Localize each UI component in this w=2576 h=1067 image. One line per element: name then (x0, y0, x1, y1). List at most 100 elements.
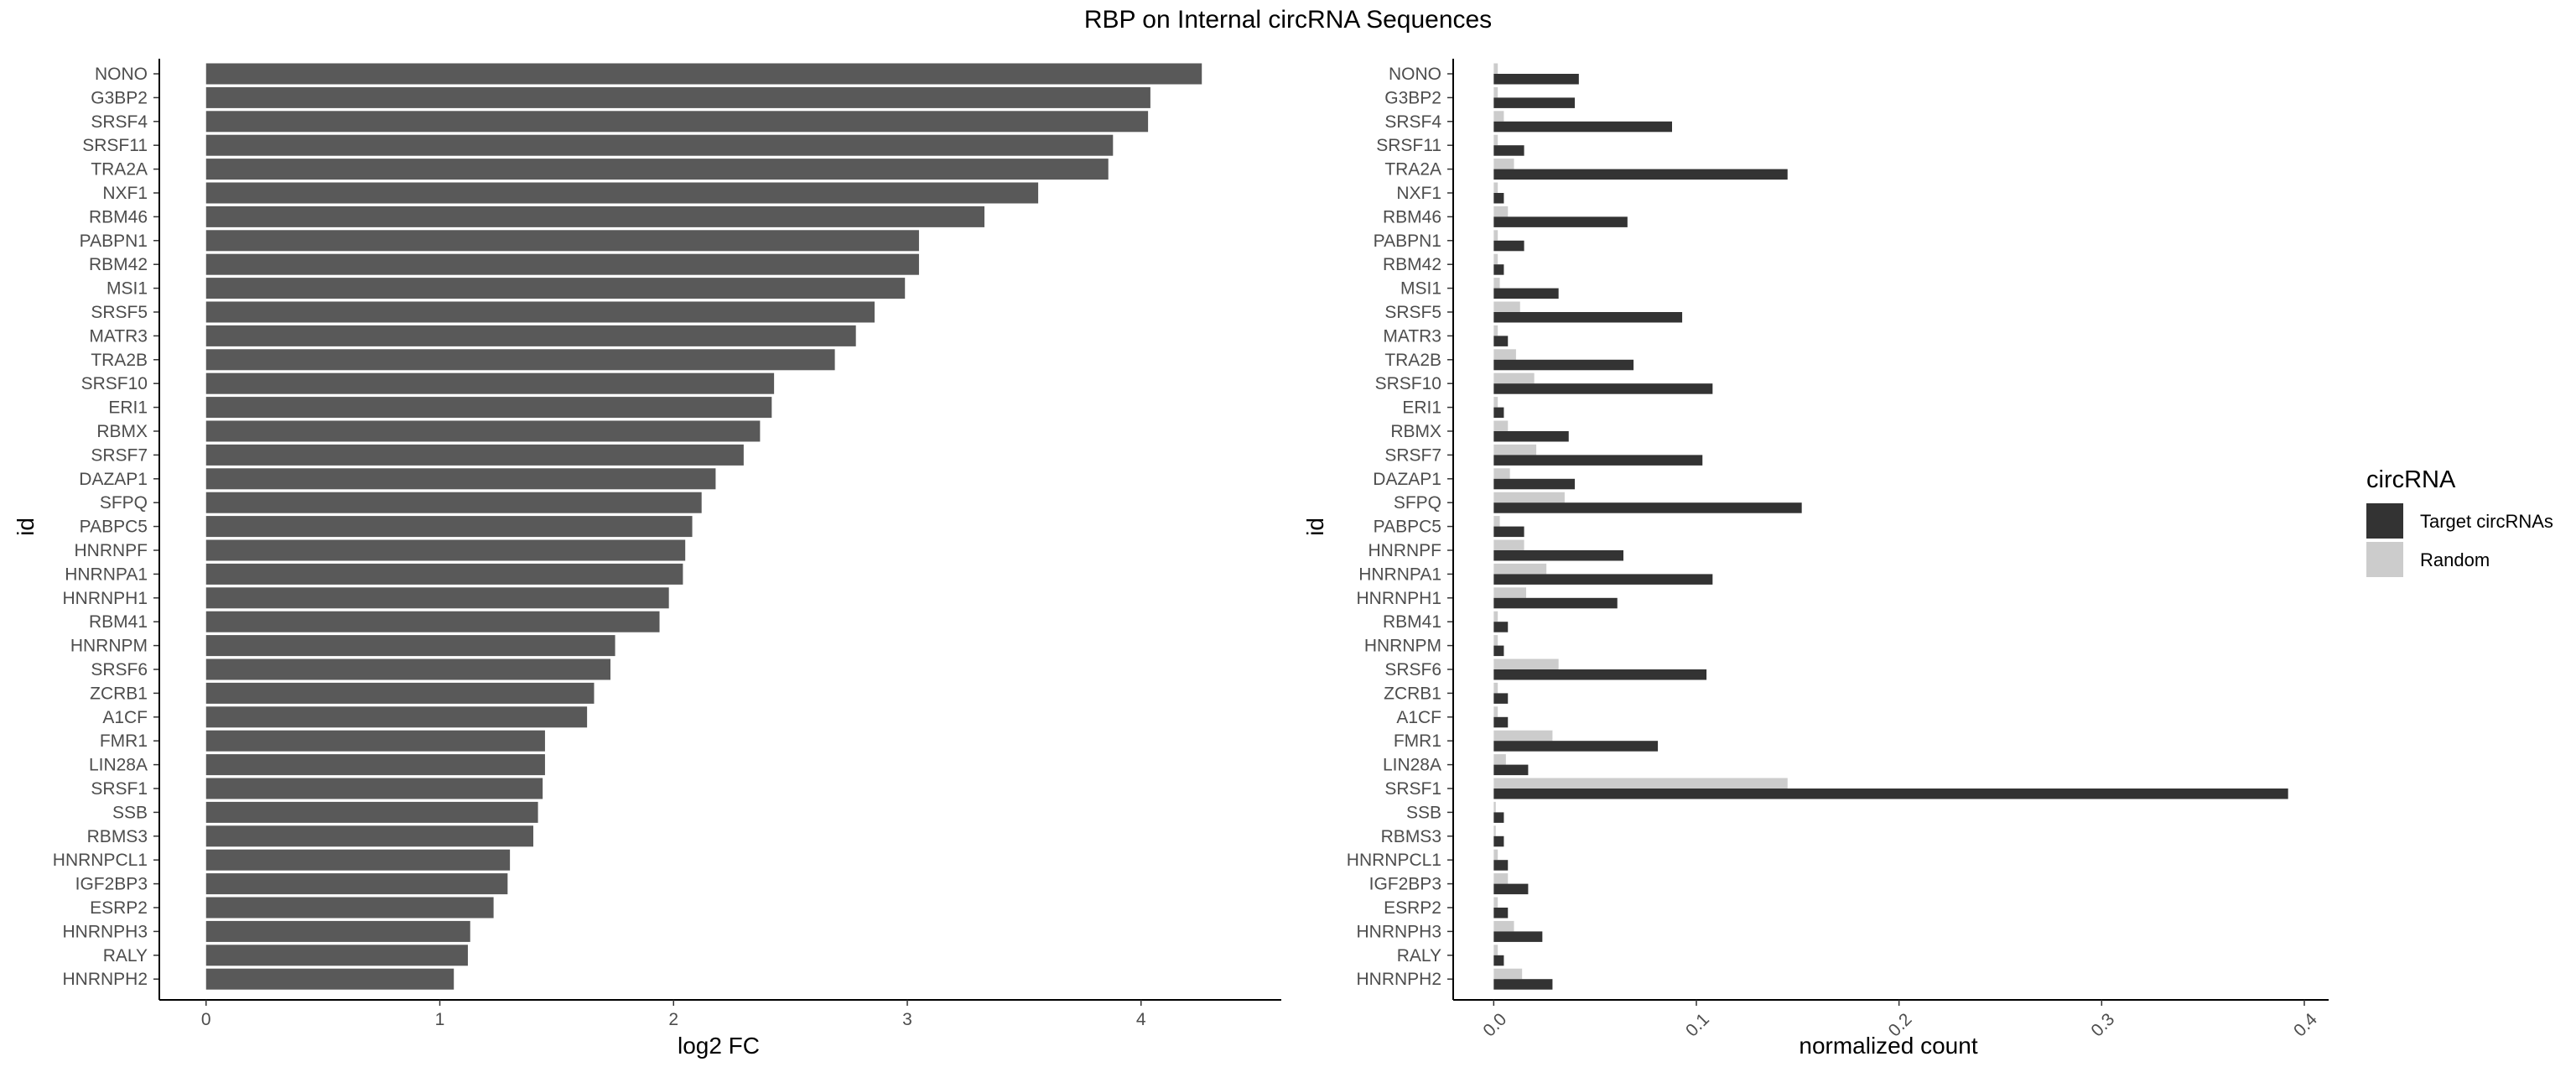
bar-random-TRA2B (1493, 349, 1516, 360)
y-tick-label-HNRNPH3: HNRNPH3 (1356, 922, 1441, 941)
normalized-count-panel: NONO G3BP2 SRSF4 SRSF11 TRA2A NXF1 RBM46 PABPN1… (1347, 59, 2329, 1041)
y-tick-label-RBM46: RBM46 (1383, 207, 1441, 226)
bar-target-DAZAP1 (1493, 478, 1575, 490)
y-tick-label-RBMS3: RBMS3 (1381, 827, 1441, 846)
y-tick-label-HNRNPH2: HNRNPH2 (62, 970, 148, 989)
bar-log2fc-TRA2A (205, 159, 1109, 180)
y-tick-label-TRA2B: TRA2B (1384, 351, 1441, 370)
y-tick-label-HNRNPM: HNRNPM (1364, 637, 1441, 656)
bar-random-RBMX (1493, 420, 1509, 431)
bar-random-HNRNPF (1493, 539, 1524, 550)
x-tick-label-4: 4 (1136, 1010, 1146, 1029)
bar-random-HNRNPH3 (1493, 920, 1514, 932)
bar-target-SRSF1 (1493, 789, 2288, 799)
bar-target-A1CF (1493, 716, 1509, 728)
bar-target-HNRNPA1 (1493, 574, 1713, 585)
bar-random-RBM46 (1493, 206, 1509, 217)
left-x-axis-title: log2 FC (678, 1033, 760, 1059)
bar-log2fc-MSI1 (205, 278, 906, 299)
x-tick-label-0.4: 0.4 (2290, 1009, 2321, 1040)
bar-target-SRSF6 (1493, 669, 1707, 680)
bar-target-HNRNPH2 (1493, 979, 1553, 990)
bar-random-SRSF7 (1493, 444, 1537, 455)
bar-target-RBM42 (1493, 264, 1504, 275)
y-tick-label-RBM41: RBM41 (89, 612, 148, 632)
y-tick-label-SRSF6: SRSF6 (91, 660, 148, 679)
y-tick-label-PABPC5: PABPC5 (80, 518, 148, 537)
bar-target-FMR1 (1493, 741, 1659, 752)
y-tick-label-SRSF4: SRSF4 (91, 112, 148, 132)
bar-random-G3BP2 (1493, 86, 1498, 98)
y-tick-label-SRSF7: SRSF7 (91, 445, 148, 465)
legend-swatch-target (2366, 503, 2403, 539)
bar-log2fc-RALY (205, 945, 468, 966)
y-tick-label-SRSF10: SRSF10 (81, 374, 148, 393)
y-tick-label-ZCRB1: ZCRB1 (1384, 684, 1441, 703)
bar-log2fc-TRA2B (205, 349, 835, 371)
bar-target-ERI1 (1493, 407, 1504, 419)
y-tick-label-SRSF10: SRSF10 (1375, 374, 1441, 393)
bar-random-SFPQ (1493, 492, 1565, 503)
bar-target-HNRNPF (1493, 550, 1623, 561)
y-tick-label-TRA2B: TRA2B (91, 351, 148, 370)
bar-target-NXF1 (1493, 193, 1504, 204)
bar-log2fc-SRSF10 (205, 372, 775, 394)
bar-random-MSI1 (1493, 278, 1500, 289)
y-tick-label-ESRP2: ESRP2 (90, 898, 148, 918)
bar-target-SRSF4 (1493, 121, 1672, 133)
bar-random-NXF1 (1493, 182, 1498, 193)
bar-random-SRSF4 (1493, 111, 1504, 122)
y-tick-label-RBM41: RBM41 (1383, 612, 1441, 632)
x-tick-label-0.1: 0.1 (1682, 1010, 1713, 1041)
bar-log2fc-SSB (205, 801, 538, 823)
bar-random-RBM41 (1493, 611, 1498, 622)
bar-target-TRA2B (1493, 359, 1634, 371)
y-tick-label-MATR3: MATR3 (89, 326, 148, 346)
bar-target-HNRNPH1 (1493, 597, 1618, 609)
bar-log2fc-SRSF11 (205, 134, 1114, 156)
y-tick-label-RBMS3: RBMS3 (87, 827, 148, 846)
bar-target-MATR3 (1493, 336, 1509, 346)
y-tick-label-HNRNPCL1: HNRNPCL1 (53, 851, 148, 870)
bar-log2fc-RBM46 (205, 206, 984, 227)
y-tick-label-HNRNPH1: HNRNPH1 (62, 589, 148, 608)
y-tick-label-SFPQ: SFPQ (100, 493, 148, 513)
bar-random-ERI1 (1493, 397, 1498, 408)
bar-target-HNRNPH3 (1493, 931, 1543, 942)
y-tick-label-NONO: NONO (95, 65, 148, 84)
legend-label-target: Target circRNAs (2420, 511, 2553, 532)
y-tick-label-MSI1: MSI1 (106, 279, 148, 299)
bar-target-IGF2BP3 (1493, 883, 1529, 895)
y-tick-label-DAZAP1: DAZAP1 (79, 470, 148, 489)
bar-random-ESRP2 (1493, 897, 1498, 908)
y-tick-label-PABPC5: PABPC5 (1374, 518, 1441, 537)
bar-log2fc-HNRNPF (205, 539, 686, 561)
y-tick-label-SFPQ: SFPQ (1394, 493, 1441, 513)
right-x-axis-title: normalized count (1799, 1033, 1977, 1059)
y-tick-label-RBMX: RBMX (1390, 422, 1441, 441)
y-tick-label-HNRNPM: HNRNPM (70, 637, 148, 656)
bar-random-HNRNPM (1493, 635, 1498, 646)
bar-log2fc-HNRNPA1 (205, 563, 683, 585)
bar-log2fc-HNRNPH3 (205, 920, 470, 942)
bar-log2fc-HNRNPCL1 (205, 849, 511, 871)
bar-log2fc-LIN28A (205, 754, 545, 776)
legend-title: circRNA (2366, 466, 2456, 493)
y-tick-label-ESRP2: ESRP2 (1384, 898, 1441, 918)
bar-log2fc-DAZAP1 (205, 468, 716, 490)
bar-random-PABPN1 (1493, 230, 1498, 241)
bar-log2fc-G3BP2 (205, 86, 1150, 108)
bar-target-LIN28A (1493, 764, 1529, 776)
bar-random-HNRNPA1 (1493, 563, 1547, 575)
bar-target-MSI1 (1493, 288, 1559, 299)
bar-random-RALY (1493, 945, 1498, 955)
bar-log2fc-NONO (205, 63, 1202, 85)
bar-target-RALY (1493, 955, 1504, 966)
y-tick-label-TRA2A: TRA2A (91, 160, 148, 180)
x-tick-label-2: 2 (668, 1010, 678, 1029)
bar-log2fc-ZCRB1 (205, 682, 595, 704)
y-tick-label-RBMX: RBMX (96, 422, 148, 441)
y-tick-label-PABPN1: PABPN1 (80, 232, 148, 251)
y-tick-label-SRSF7: SRSF7 (1384, 445, 1441, 465)
